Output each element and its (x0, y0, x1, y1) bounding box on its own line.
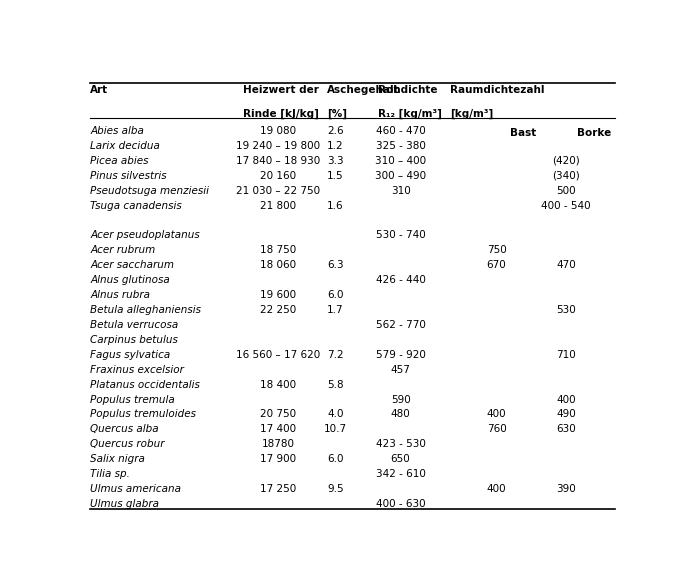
Text: 20 750: 20 750 (260, 410, 296, 420)
Text: 470: 470 (556, 260, 576, 270)
Text: 390: 390 (556, 484, 576, 494)
Text: Art: Art (90, 85, 109, 95)
Text: 400 - 630: 400 - 630 (376, 499, 425, 509)
Text: Betula verrucosa: Betula verrucosa (90, 320, 178, 330)
Text: 18 750: 18 750 (260, 245, 296, 255)
Text: [kg/m³]: [kg/m³] (450, 109, 493, 119)
Text: Fagus sylvatica: Fagus sylvatica (90, 350, 171, 360)
Text: [%]: [%] (327, 109, 347, 119)
Text: Quercus robur: Quercus robur (90, 439, 164, 449)
Text: 17 400: 17 400 (260, 424, 296, 434)
Text: 17 900: 17 900 (260, 454, 296, 464)
Text: Rinde [kJ/kg]: Rinde [kJ/kg] (244, 109, 319, 119)
Text: 17 840 – 18 930: 17 840 – 18 930 (236, 156, 320, 166)
Text: 423 - 530: 423 - 530 (376, 439, 425, 449)
Text: 500: 500 (556, 185, 576, 195)
Text: 670: 670 (486, 260, 506, 270)
Text: 400: 400 (486, 410, 506, 420)
Text: 300 – 490: 300 – 490 (375, 171, 426, 181)
Text: 21 800: 21 800 (260, 201, 296, 211)
Text: (420): (420) (552, 156, 580, 166)
Text: 4.0: 4.0 (327, 410, 344, 420)
Text: 400 - 540: 400 - 540 (541, 201, 591, 211)
Text: Populus tremula: Populus tremula (90, 394, 175, 404)
Text: 6.3: 6.3 (327, 260, 344, 270)
Text: Acer rubrum: Acer rubrum (90, 245, 155, 255)
Text: 3.3: 3.3 (327, 156, 344, 166)
Text: 426 - 440: 426 - 440 (376, 275, 425, 285)
Text: 22 250: 22 250 (260, 305, 296, 315)
Text: Fraxinus excelsior: Fraxinus excelsior (90, 365, 184, 375)
Text: 400: 400 (486, 484, 506, 494)
Text: 18 060: 18 060 (260, 260, 296, 270)
Text: 460 - 470: 460 - 470 (376, 126, 425, 136)
Text: Alnus rubra: Alnus rubra (90, 290, 150, 300)
Text: Platanus occidentalis: Platanus occidentalis (90, 380, 200, 390)
Text: Populus tremuloides: Populus tremuloides (90, 410, 196, 420)
Text: 457: 457 (391, 365, 411, 375)
Text: 19 240 – 19 800: 19 240 – 19 800 (236, 141, 320, 151)
Text: Betula alleghaniensis: Betula alleghaniensis (90, 305, 202, 315)
Text: 10.7: 10.7 (324, 424, 347, 434)
Text: 480: 480 (391, 410, 411, 420)
Text: 325 - 380: 325 - 380 (376, 141, 425, 151)
Text: 1.2: 1.2 (327, 141, 344, 151)
Text: Carpinus betulus: Carpinus betulus (90, 335, 178, 345)
Text: Alnus glutinosa: Alnus glutinosa (90, 275, 170, 285)
Text: 710: 710 (556, 350, 576, 360)
Text: 562 - 770: 562 - 770 (376, 320, 425, 330)
Text: Ulmus americana: Ulmus americana (90, 484, 181, 494)
Text: Abies alba: Abies alba (90, 126, 144, 136)
Text: Ulmus glabra: Ulmus glabra (90, 499, 159, 509)
Text: 18 400: 18 400 (260, 380, 296, 390)
Text: 490: 490 (556, 410, 576, 420)
Text: Tsuga canadensis: Tsuga canadensis (90, 201, 182, 211)
Text: 21 030 – 22 750: 21 030 – 22 750 (236, 185, 320, 195)
Text: 16 560 – 17 620: 16 560 – 17 620 (236, 350, 320, 360)
Text: 579 - 920: 579 - 920 (376, 350, 425, 360)
Text: Picea abies: Picea abies (90, 156, 149, 166)
Text: 19 600: 19 600 (260, 290, 296, 300)
Text: 5.8: 5.8 (327, 380, 344, 390)
Text: 310: 310 (391, 185, 411, 195)
Text: 19 080: 19 080 (260, 126, 296, 136)
Text: 1.5: 1.5 (327, 171, 344, 181)
Text: 760: 760 (486, 424, 506, 434)
Text: 400: 400 (556, 394, 576, 404)
Text: 530 - 740: 530 - 740 (376, 231, 425, 241)
Text: 2.6: 2.6 (327, 126, 344, 136)
Text: (340): (340) (552, 171, 580, 181)
Text: 342 - 610: 342 - 610 (376, 469, 425, 479)
Text: 1.7: 1.7 (327, 305, 344, 315)
Text: 530: 530 (556, 305, 576, 315)
Text: Pinus silvestris: Pinus silvestris (90, 171, 167, 181)
Text: Rohdichte: Rohdichte (378, 85, 438, 95)
Text: 750: 750 (486, 245, 506, 255)
Text: Tilia sp.: Tilia sp. (90, 469, 130, 479)
Text: Aschegehalt: Aschegehalt (327, 85, 400, 95)
Text: 20 160: 20 160 (260, 171, 296, 181)
Text: 6.0: 6.0 (327, 290, 344, 300)
Text: 650: 650 (391, 454, 411, 464)
Text: Salix nigra: Salix nigra (90, 454, 145, 464)
Text: Borke: Borke (577, 128, 611, 138)
Text: Quercus alba: Quercus alba (90, 424, 159, 434)
Text: Larix decidua: Larix decidua (90, 141, 160, 151)
Text: 6.0: 6.0 (327, 454, 344, 464)
Text: 310 – 400: 310 – 400 (375, 156, 426, 166)
Text: Raumdichtezahl: Raumdichtezahl (450, 85, 544, 95)
Text: Bast: Bast (510, 128, 536, 138)
Text: 1.6: 1.6 (327, 201, 344, 211)
Text: Pseudotsuga menziesii: Pseudotsuga menziesii (90, 185, 209, 195)
Text: R₁₂ [kg/m³]: R₁₂ [kg/m³] (378, 109, 442, 119)
Text: 17 250: 17 250 (260, 484, 296, 494)
Text: 18780: 18780 (261, 439, 294, 449)
Text: 9.5: 9.5 (327, 484, 344, 494)
Text: Acer pseudoplatanus: Acer pseudoplatanus (90, 231, 200, 241)
Text: 590: 590 (391, 394, 411, 404)
Text: 7.2: 7.2 (327, 350, 344, 360)
Text: Heizwert der: Heizwert der (244, 85, 319, 95)
Text: Acer saccharum: Acer saccharum (90, 260, 174, 270)
Text: 630: 630 (556, 424, 576, 434)
